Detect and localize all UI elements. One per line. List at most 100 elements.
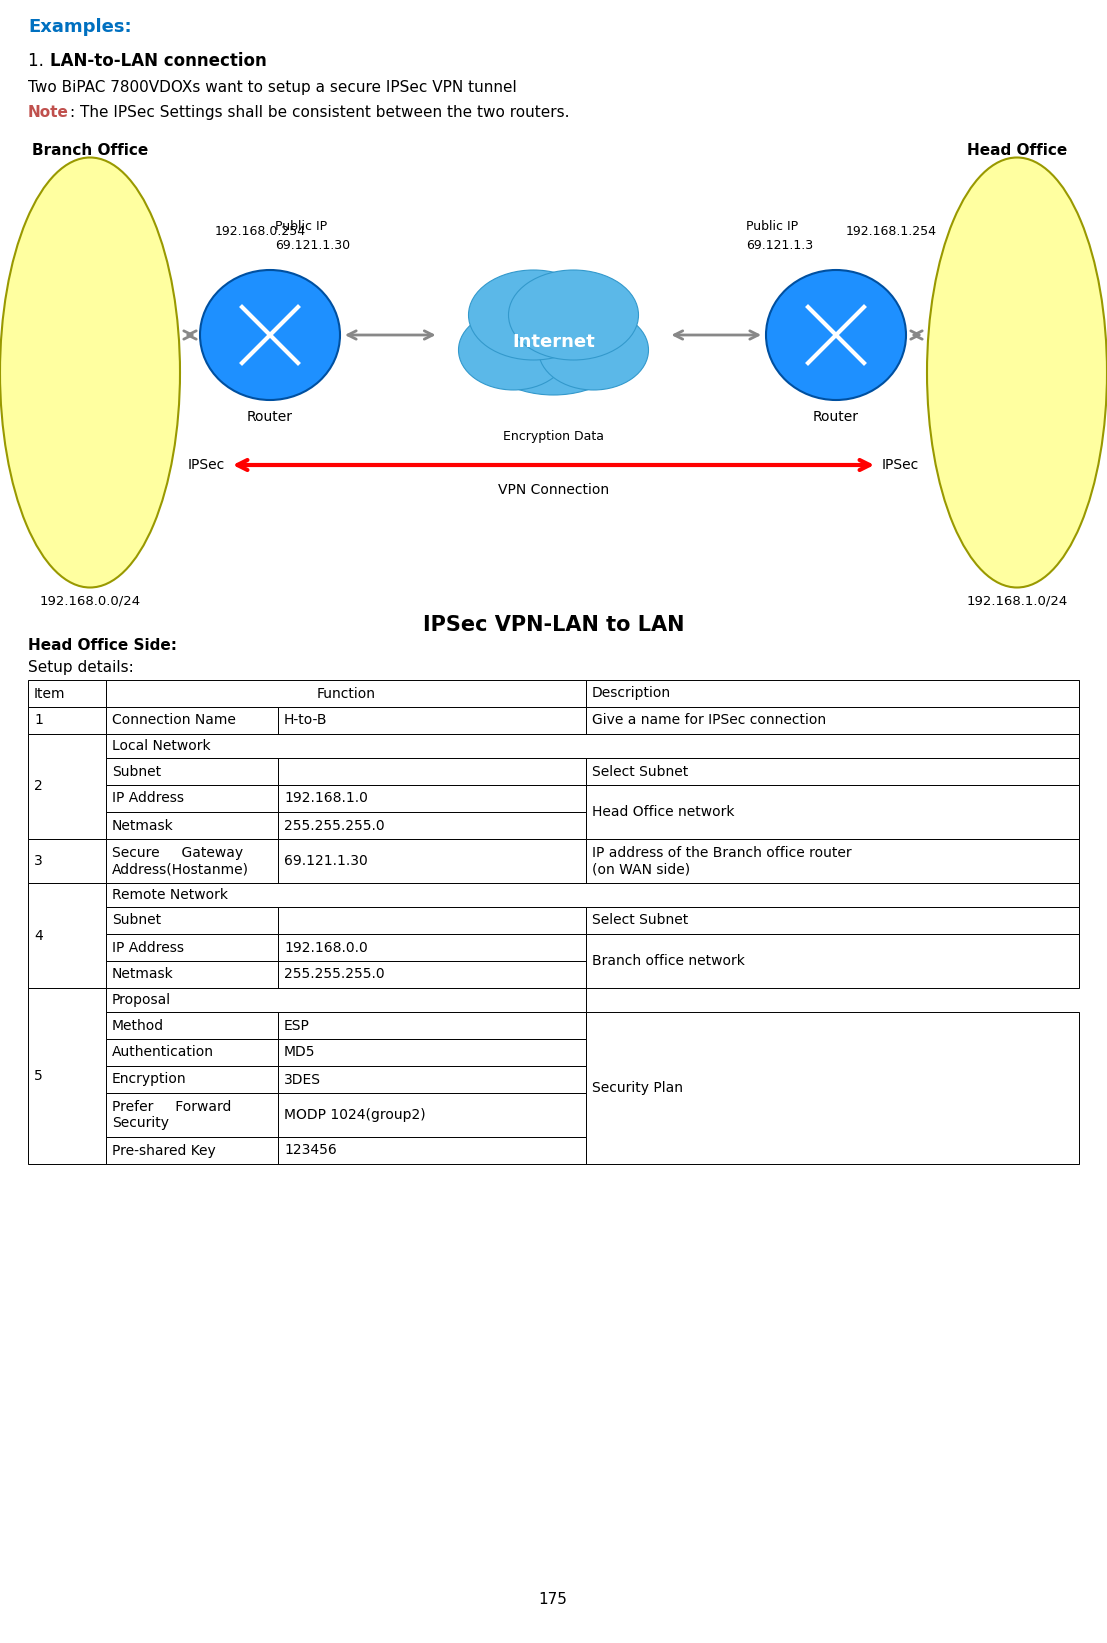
Bar (28, 706, 106, 734)
Text: Router: Router (247, 411, 293, 424)
Text: Pre-shared Key: Pre-shared Key (112, 1144, 216, 1158)
Text: Head Office Side:: Head Office Side: (28, 637, 177, 652)
Text: 192.168.1.254: 192.168.1.254 (846, 225, 937, 238)
Text: IP address of the Branch office router
(on WAN side): IP address of the Branch office router (… (592, 846, 851, 876)
Text: H-to-B: H-to-B (284, 713, 328, 728)
Text: Public IP: Public IP (746, 220, 798, 233)
Bar (106, 1038, 278, 1066)
Bar (106, 785, 278, 812)
Text: Netmask: Netmask (112, 968, 174, 981)
Bar (586, 680, 1079, 706)
Text: Subnet: Subnet (112, 914, 162, 928)
Bar (106, 882, 1079, 907)
Text: 69.121.1.3: 69.121.1.3 (746, 238, 814, 251)
Text: MD5: MD5 (284, 1045, 315, 1060)
Text: 255.255.255.0: 255.255.255.0 (284, 968, 384, 981)
Text: IPSec: IPSec (188, 458, 225, 472)
Text: Connection Name: Connection Name (112, 713, 236, 728)
Text: 123456: 123456 (284, 1144, 337, 1158)
Ellipse shape (458, 311, 569, 389)
Text: Head Office network: Head Office network (592, 805, 735, 818)
Bar (28, 680, 106, 706)
Text: Select Subnet: Select Subnet (592, 764, 689, 779)
Bar (586, 1012, 1079, 1163)
Bar (586, 785, 1079, 840)
Text: Internet: Internet (513, 334, 594, 352)
Bar (278, 907, 586, 933)
Bar (106, 1137, 278, 1163)
Text: 1.: 1. (28, 53, 49, 71)
Ellipse shape (766, 269, 906, 399)
Text: Remote Network: Remote Network (112, 887, 228, 902)
Text: 1: 1 (34, 713, 43, 728)
Text: LAN-to-LAN connection: LAN-to-LAN connection (50, 53, 267, 71)
Bar (106, 706, 278, 734)
Ellipse shape (468, 269, 599, 360)
Text: Authentication: Authentication (112, 1045, 214, 1060)
Text: IP Address: IP Address (112, 792, 184, 805)
Text: IPSec VPN-LAN to LAN: IPSec VPN-LAN to LAN (423, 614, 684, 634)
Text: Two BiPAC 7800VDOXs want to setup a secure IPSec VPN tunnel: Two BiPAC 7800VDOXs want to setup a secu… (28, 81, 517, 95)
Bar (106, 961, 278, 987)
Bar (106, 840, 278, 882)
Bar (106, 680, 586, 706)
Text: IPSec: IPSec (882, 458, 919, 472)
Bar (278, 1012, 586, 1038)
Ellipse shape (0, 158, 180, 588)
Bar (106, 987, 586, 1012)
Text: 255.255.255.0: 255.255.255.0 (284, 818, 384, 833)
Text: 3: 3 (34, 854, 43, 868)
Text: 192.168.0.0: 192.168.0.0 (284, 940, 368, 955)
Text: 192.168.0.254: 192.168.0.254 (215, 225, 307, 238)
Text: 5: 5 (34, 1070, 43, 1083)
Text: Proposal: Proposal (112, 992, 172, 1007)
Text: : The IPSec Settings shall be consistent between the two routers.: : The IPSec Settings shall be consistent… (70, 105, 569, 120)
Text: 3DES: 3DES (284, 1073, 321, 1086)
Bar (278, 840, 586, 882)
Text: 69.121.1.30: 69.121.1.30 (284, 854, 368, 868)
Text: MODP 1024(group2): MODP 1024(group2) (284, 1107, 425, 1122)
Bar (278, 785, 586, 812)
Bar (278, 933, 586, 961)
Bar (28, 987, 106, 1163)
Bar (586, 706, 1079, 734)
Bar (278, 812, 586, 840)
Text: Branch office network: Branch office network (592, 955, 745, 968)
Bar (106, 812, 278, 840)
Bar (586, 933, 1079, 987)
Text: Examples:: Examples: (28, 18, 132, 36)
Bar (278, 1038, 586, 1066)
Bar (278, 1093, 586, 1137)
Text: Secure     Gateway
Address(Hostanme): Secure Gateway Address(Hostanme) (112, 846, 249, 876)
Bar (586, 757, 1079, 785)
Bar (106, 757, 278, 785)
Bar (28, 734, 106, 840)
Bar (586, 840, 1079, 882)
Ellipse shape (508, 269, 639, 360)
Text: ESP: ESP (284, 1019, 310, 1032)
Text: Item: Item (34, 687, 65, 700)
Bar (278, 1066, 586, 1093)
Text: Head Office: Head Office (966, 143, 1067, 158)
Text: Local Network: Local Network (112, 739, 210, 752)
Text: Prefer     Forward
Security: Prefer Forward Security (112, 1099, 231, 1130)
Bar (586, 907, 1079, 933)
Text: Subnet: Subnet (112, 764, 162, 779)
Text: Security Plan: Security Plan (592, 1081, 683, 1094)
Text: Note: Note (28, 105, 69, 120)
Text: Branch Office: Branch Office (32, 143, 148, 158)
Text: 4: 4 (34, 928, 43, 943)
Ellipse shape (474, 284, 633, 394)
Text: Netmask: Netmask (112, 818, 174, 833)
Text: 69.121.1.30: 69.121.1.30 (275, 238, 350, 251)
Text: Encryption: Encryption (112, 1073, 187, 1086)
Text: Setup details:: Setup details: (28, 660, 134, 675)
Text: Give a name for IPSec connection: Give a name for IPSec connection (592, 713, 826, 728)
Text: 192.168.1.0: 192.168.1.0 (284, 792, 368, 805)
Ellipse shape (538, 311, 649, 389)
Text: Select Subnet: Select Subnet (592, 914, 689, 928)
Bar (278, 757, 586, 785)
Text: 2: 2 (34, 779, 43, 794)
Ellipse shape (927, 158, 1107, 588)
Text: 192.168.0.0/24: 192.168.0.0/24 (40, 595, 141, 608)
